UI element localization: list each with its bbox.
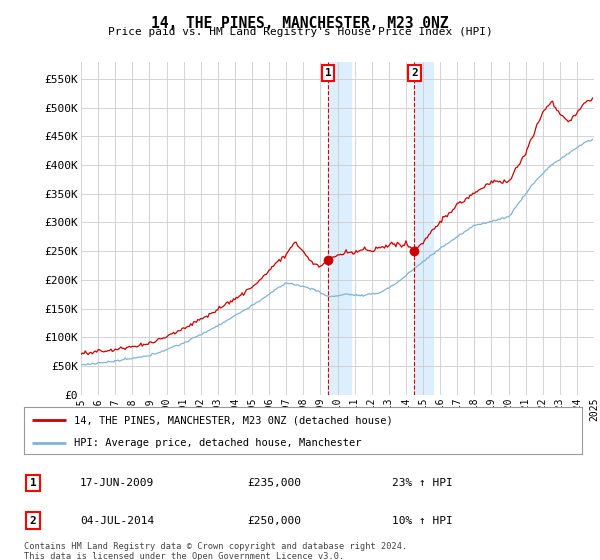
Text: £250,000: £250,000 bbox=[247, 516, 301, 525]
Text: 04-JUL-2014: 04-JUL-2014 bbox=[80, 516, 154, 525]
Text: 14, THE PINES, MANCHESTER, M23 0NZ: 14, THE PINES, MANCHESTER, M23 0NZ bbox=[151, 16, 449, 31]
Text: £235,000: £235,000 bbox=[247, 478, 301, 488]
Bar bbox=[415, 62, 433, 395]
Text: Contains HM Land Registry data © Crown copyright and database right 2024.
This d: Contains HM Land Registry data © Crown c… bbox=[24, 542, 407, 560]
Text: HPI: Average price, detached house, Manchester: HPI: Average price, detached house, Manc… bbox=[74, 438, 362, 449]
Text: 10% ↑ HPI: 10% ↑ HPI bbox=[392, 516, 453, 525]
Text: 1: 1 bbox=[325, 68, 332, 78]
Bar bbox=[328, 62, 352, 395]
Text: 2: 2 bbox=[29, 516, 37, 525]
Text: 2: 2 bbox=[411, 68, 418, 78]
Text: 17-JUN-2009: 17-JUN-2009 bbox=[80, 478, 154, 488]
Text: 14, THE PINES, MANCHESTER, M23 0NZ (detached house): 14, THE PINES, MANCHESTER, M23 0NZ (deta… bbox=[74, 415, 393, 425]
Text: 1: 1 bbox=[29, 478, 37, 488]
Text: 23% ↑ HPI: 23% ↑ HPI bbox=[392, 478, 453, 488]
Text: Price paid vs. HM Land Registry's House Price Index (HPI): Price paid vs. HM Land Registry's House … bbox=[107, 27, 493, 38]
